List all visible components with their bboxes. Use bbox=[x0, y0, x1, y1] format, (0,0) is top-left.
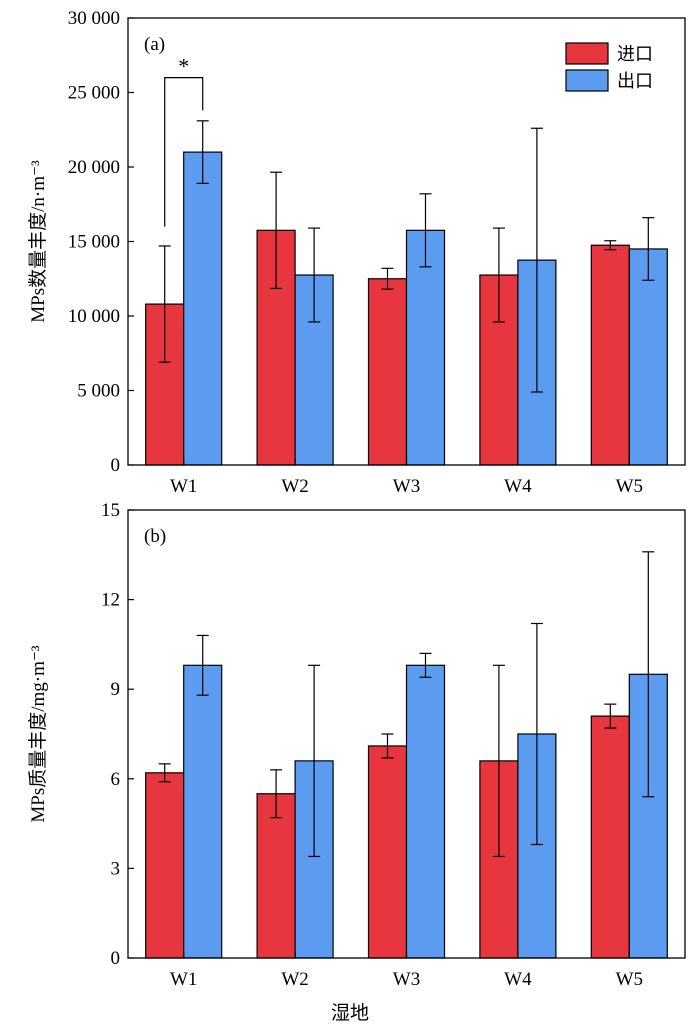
y-tick-label: 15 bbox=[101, 500, 120, 521]
error-bar-inlet-w3 bbox=[381, 733, 394, 759]
bar-inlet-w2 bbox=[256, 793, 296, 959]
y-axis-title: MPs数量丰度/n·m⁻³ bbox=[27, 160, 49, 323]
y-tick-label: 5 000 bbox=[77, 381, 120, 402]
y-tick-label: 0 bbox=[111, 455, 121, 476]
legend-swatch-inlet bbox=[565, 42, 609, 65]
y-tick-label: 3 bbox=[111, 858, 121, 879]
x-tick-label: W5 bbox=[616, 476, 643, 497]
panel-label: (a) bbox=[144, 34, 165, 55]
y-axis-title: MPs质量丰度/mg·m⁻³ bbox=[27, 645, 49, 823]
legend-label-inlet: 进口 bbox=[617, 44, 653, 64]
error-bar-inlet-w5 bbox=[604, 240, 617, 251]
chart-panel-b: 0 3 6 9 12 15 W1 W2 W3 W4 W5 MPs质量丰度/mg·m⁻³ (b) bbox=[27, 500, 686, 990]
bracket-line bbox=[164, 76, 204, 227]
significance-marker: * bbox=[178, 54, 189, 79]
y-tick-label: 6 bbox=[111, 769, 121, 790]
legend-label-outlet: 出口 bbox=[617, 71, 653, 91]
significance-bracket: * bbox=[164, 54, 204, 227]
y-tick-label: 9 bbox=[111, 679, 121, 700]
error-bar-inlet-w2 bbox=[270, 171, 283, 290]
bar-outlet-w1 bbox=[183, 151, 223, 466]
y-tick-label: 12 bbox=[101, 590, 120, 611]
error-bar-outlet-w3 bbox=[419, 193, 432, 268]
legend-swatch-outlet bbox=[565, 69, 609, 92]
x-tick-label: W4 bbox=[504, 476, 532, 497]
bar-inlet-w5 bbox=[590, 244, 630, 466]
x-tick-label: W1 bbox=[170, 476, 197, 497]
error-bar-inlet-w2 bbox=[270, 769, 283, 819]
error-bar-outlet-w1 bbox=[196, 120, 209, 184]
x-tick-label: W3 bbox=[393, 969, 420, 990]
bar-outlet-w3 bbox=[405, 664, 446, 959]
y-tick-label: 30 000 bbox=[68, 8, 120, 29]
error-bar-outlet-w5 bbox=[642, 551, 655, 798]
error-bar-inlet-w1 bbox=[158, 245, 171, 363]
bar-inlet-w3 bbox=[367, 278, 408, 466]
y-tick-label: 20 000 bbox=[68, 157, 120, 178]
bar-inlet-w1 bbox=[145, 772, 185, 959]
error-bar-inlet-w4 bbox=[492, 227, 505, 323]
bar-outlet-w1 bbox=[183, 664, 223, 959]
error-bar-inlet-w5 bbox=[604, 703, 617, 729]
error-bar-outlet-w4 bbox=[530, 127, 543, 393]
bar-inlet-w3 bbox=[367, 745, 408, 959]
error-bar-outlet-w4 bbox=[530, 622, 543, 846]
error-bar-outlet-w5 bbox=[642, 217, 655, 281]
shared-x-axis-label: 湿地 bbox=[330, 1002, 369, 1024]
panel-label: (b) bbox=[144, 526, 166, 547]
x-tick-label: W4 bbox=[504, 969, 532, 990]
y-tick-label: 10 000 bbox=[68, 306, 120, 327]
error-bar-outlet-w2 bbox=[308, 227, 321, 323]
y-tick-label: 15 000 bbox=[68, 232, 120, 253]
x-tick-label: W1 bbox=[170, 969, 197, 990]
y-tick-label: 0 bbox=[111, 948, 121, 969]
x-tick-label: W5 bbox=[616, 969, 643, 990]
bar-inlet-w5 bbox=[590, 715, 630, 959]
error-bar-outlet-w2 bbox=[308, 664, 321, 858]
error-bar-inlet-w4 bbox=[492, 664, 505, 858]
error-bar-inlet-w3 bbox=[381, 267, 394, 290]
error-bar-inlet-w1 bbox=[158, 763, 171, 783]
x-tick-label: W2 bbox=[281, 476, 308, 497]
x-tick-label: W3 bbox=[393, 476, 420, 497]
error-bar-outlet-w1 bbox=[196, 634, 209, 696]
error-bar-outlet-w3 bbox=[419, 652, 432, 678]
x-tick-label: W2 bbox=[281, 969, 308, 990]
y-tick-label: 25 000 bbox=[68, 83, 120, 104]
bar-outlet-w3 bbox=[405, 229, 446, 466]
chart-panel-a: 0 5 000 10 000 15 000 20 000 25 000 30 000 W1 W2… bbox=[27, 8, 686, 497]
bar-outlet-w5 bbox=[628, 248, 668, 466]
